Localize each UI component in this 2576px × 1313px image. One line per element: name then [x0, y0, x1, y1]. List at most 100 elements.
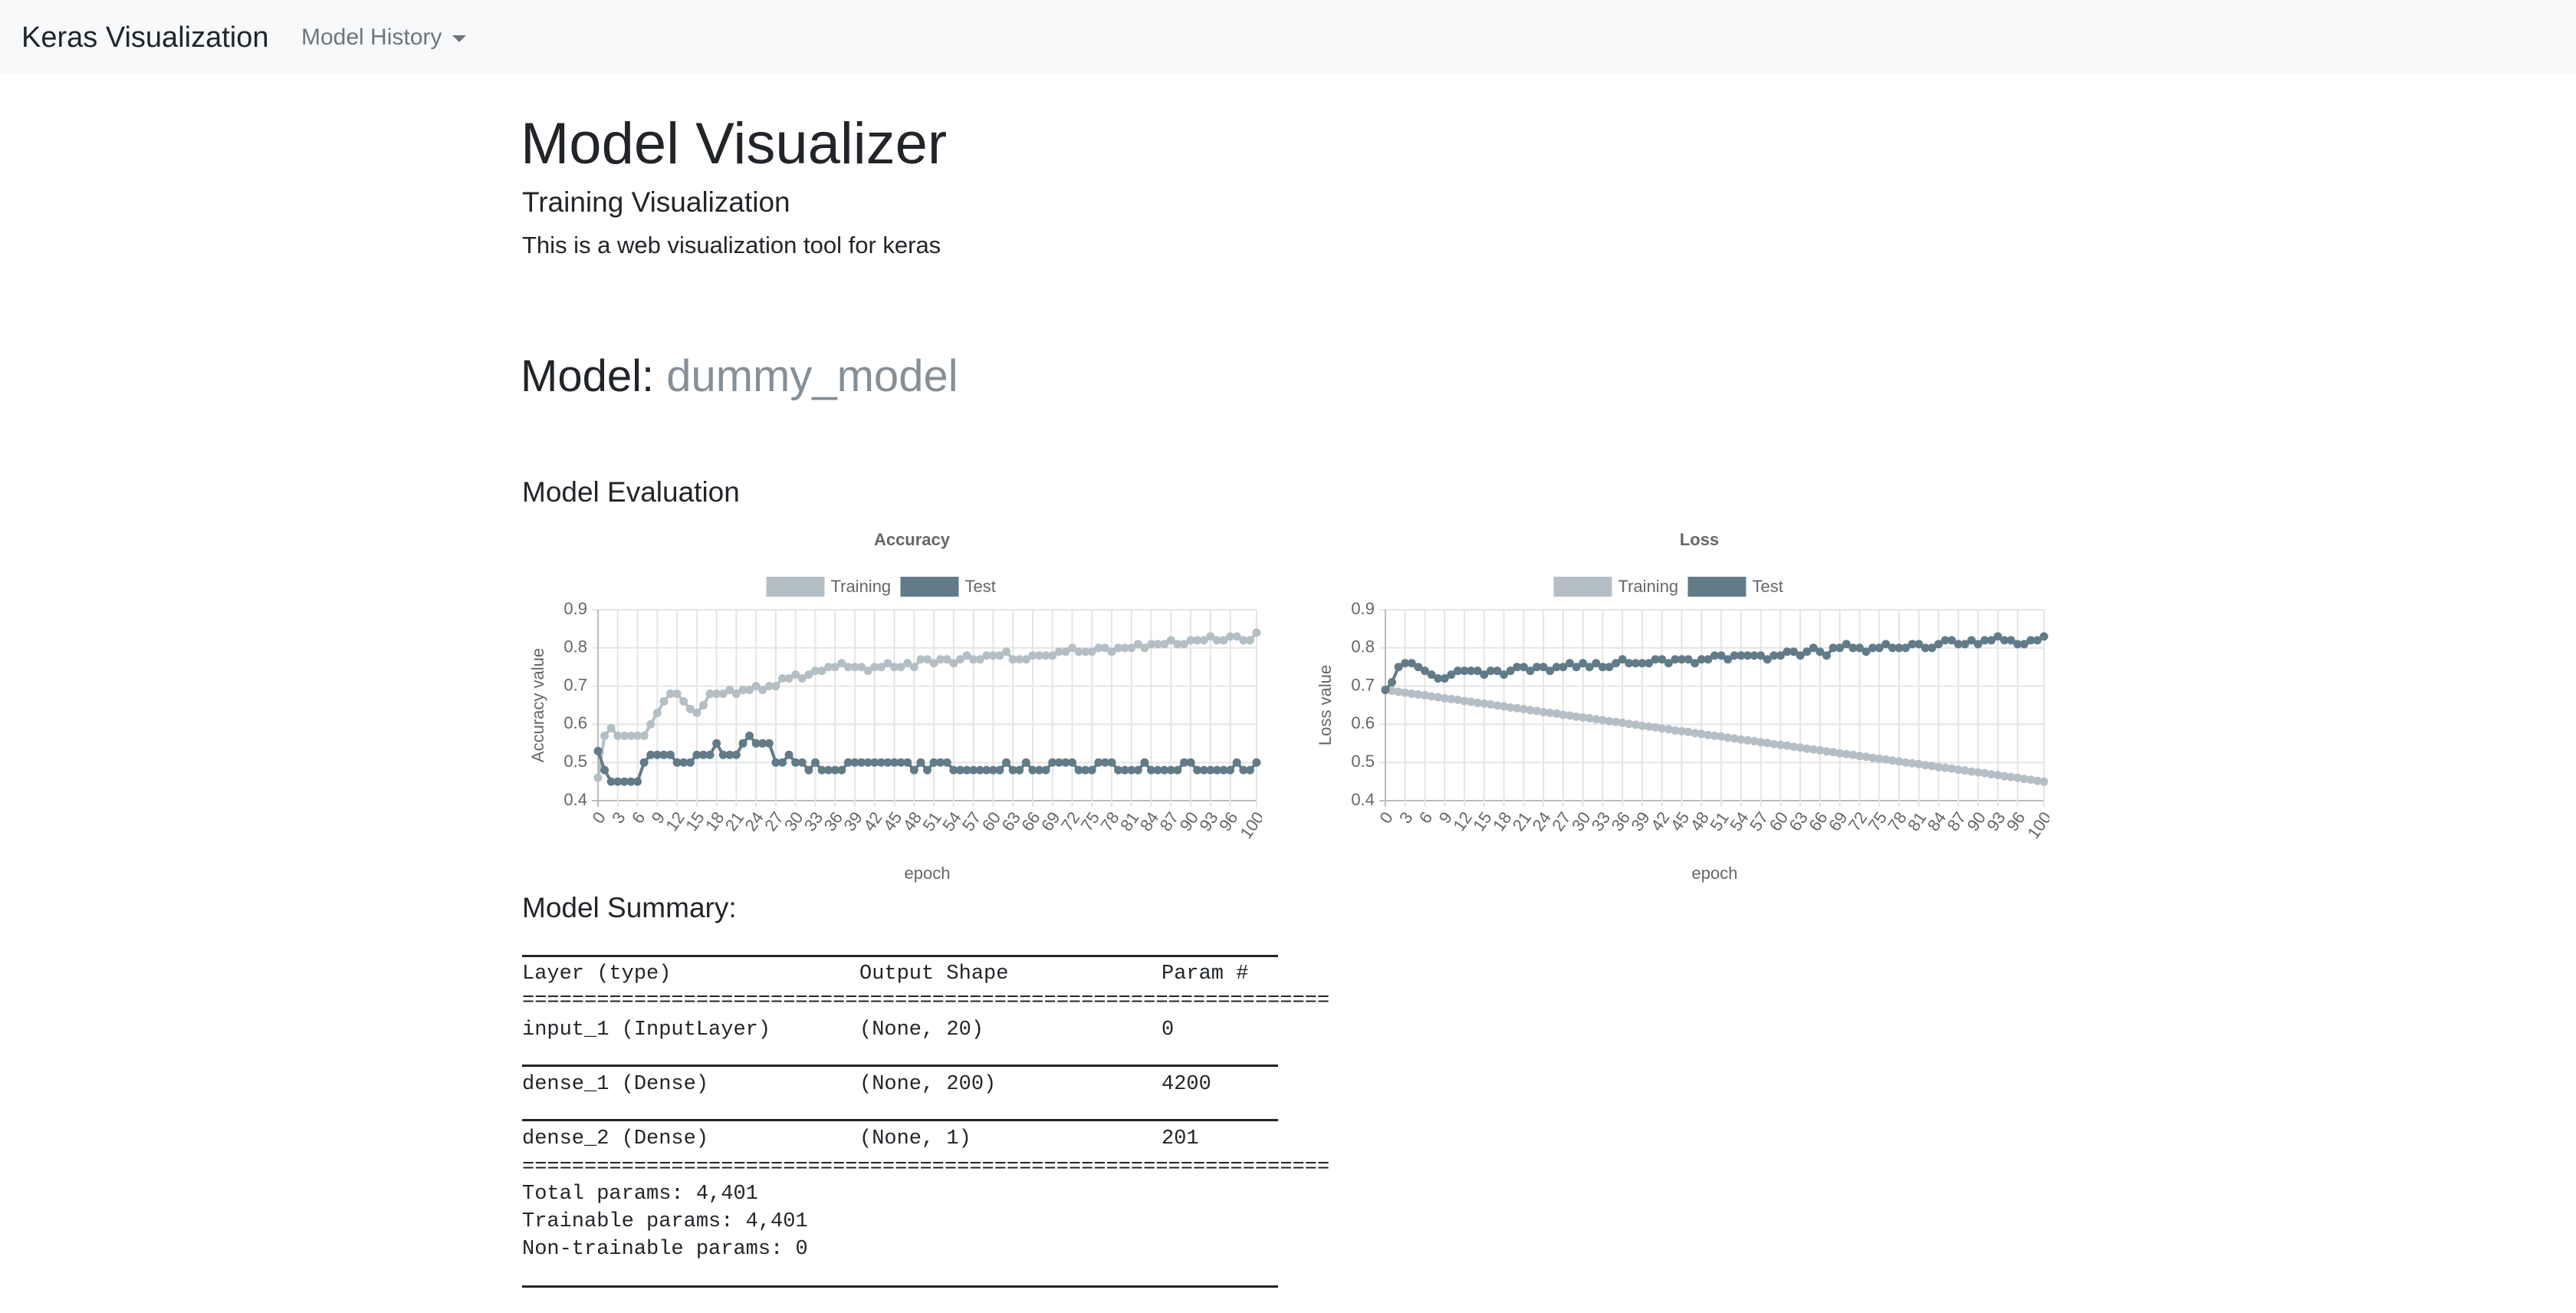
data-point	[679, 758, 688, 767]
data-point	[652, 708, 662, 717]
data-point	[1021, 758, 1030, 767]
data-point	[1750, 651, 1759, 660]
data-point	[1212, 765, 1221, 775]
menu-label[interactable]: Model History	[301, 25, 442, 50]
data-point	[593, 746, 603, 755]
data-point	[1473, 699, 1482, 708]
data-point	[890, 758, 899, 767]
data-point	[1506, 703, 1515, 712]
data-point	[1147, 640, 1156, 649]
model-label: Model:	[521, 351, 655, 401]
data-point	[1232, 758, 1241, 767]
data-point	[1467, 666, 1476, 676]
table-cell: 4200	[1162, 1073, 1211, 1096]
data-point	[2039, 632, 2049, 641]
accuracy-chart: Accuracy Training Test 0.4 0.5 0.6 0.7 0.8 0.9 0 3…	[522, 522, 1268, 890]
data-point	[1684, 727, 1693, 736]
column-header: Layer (type)	[522, 963, 672, 986]
data-point	[1658, 655, 1667, 664]
x-tick-label: 6	[1415, 808, 1437, 827]
data-point	[1100, 758, 1109, 767]
data-point	[1973, 640, 1983, 649]
data-point	[1002, 647, 1011, 656]
data-point	[1493, 666, 1502, 676]
data-point	[1081, 647, 1090, 656]
data-point	[969, 655, 978, 664]
data-point	[1605, 663, 1614, 672]
data-point	[1631, 659, 1640, 668]
data-point	[1407, 689, 1416, 699]
data-point	[1710, 651, 1719, 660]
data-point	[1691, 659, 1700, 668]
brand[interactable]: Keras Visualization	[21, 21, 269, 54]
data-point	[1460, 696, 1469, 706]
data-point	[1074, 647, 1083, 656]
model-name: dummy_model	[666, 351, 958, 401]
separator: ========================================…	[522, 1156, 1330, 1179]
y-tick-label: 0.5	[564, 752, 587, 771]
data-point	[771, 758, 780, 767]
data-point	[1067, 758, 1076, 767]
data-point	[890, 663, 899, 672]
total-line: Non-trainable params: 0	[522, 1238, 808, 1261]
table-cell: 0	[1162, 1018, 1175, 1042]
x-tick-label: 3	[1395, 808, 1417, 827]
data-point	[863, 666, 872, 676]
y-tick-label: 0.5	[1351, 752, 1375, 771]
data-point	[1480, 699, 1489, 709]
data-point	[1875, 643, 1884, 653]
data-point	[1388, 678, 1397, 687]
data-point	[876, 758, 886, 767]
data-point	[1513, 703, 1522, 712]
data-point	[1835, 749, 1845, 758]
data-point	[1186, 758, 1195, 767]
data-point	[1756, 738, 1766, 747]
data-point	[1147, 765, 1156, 775]
data-point	[923, 655, 932, 664]
legend-swatch	[766, 577, 825, 597]
data-point	[1848, 750, 1858, 759]
data-point	[1566, 659, 1575, 668]
data-point	[1737, 651, 1746, 660]
data-point	[1566, 711, 1575, 720]
data-point	[1717, 651, 1726, 660]
data-point	[1789, 742, 1799, 752]
data-point	[1638, 721, 1647, 730]
data-point	[1239, 765, 1248, 775]
data-point	[1114, 765, 1123, 775]
column-header: Output Shape	[859, 963, 1009, 986]
y-axis-label: Accuracy value	[528, 648, 547, 762]
x-axis-label: epoch	[1692, 864, 1738, 883]
menu[interactable]: Model History	[301, 25, 467, 50]
data-point	[1677, 726, 1687, 735]
data-point	[652, 750, 662, 759]
data-point	[692, 708, 702, 717]
data-point	[1048, 651, 1057, 660]
data-point	[843, 758, 853, 767]
data-point	[1533, 663, 1542, 672]
data-point	[1809, 643, 1818, 653]
data-point	[1861, 647, 1871, 656]
data-point	[633, 731, 642, 740]
table-cell: dense_2 (Dense)	[522, 1127, 709, 1150]
data-point	[1153, 640, 1162, 649]
data-point	[1980, 636, 1990, 645]
data-point	[1252, 628, 1261, 637]
data-point	[837, 765, 846, 775]
data-point	[1598, 663, 1607, 672]
data-point	[1756, 651, 1766, 660]
data-point	[1513, 663, 1522, 672]
data-point	[1829, 643, 1838, 653]
y-tick-label: 0.7	[1351, 675, 1375, 694]
data-point	[784, 750, 794, 759]
data-point	[1054, 647, 1063, 656]
data-point	[659, 750, 669, 759]
data-point	[1199, 765, 1208, 775]
section-heading: Model Evaluation	[522, 476, 740, 508]
data-point	[1618, 718, 1627, 727]
data-point	[1473, 666, 1482, 676]
data-point	[995, 765, 1004, 775]
data-point	[619, 777, 629, 786]
data-point	[725, 686, 734, 695]
